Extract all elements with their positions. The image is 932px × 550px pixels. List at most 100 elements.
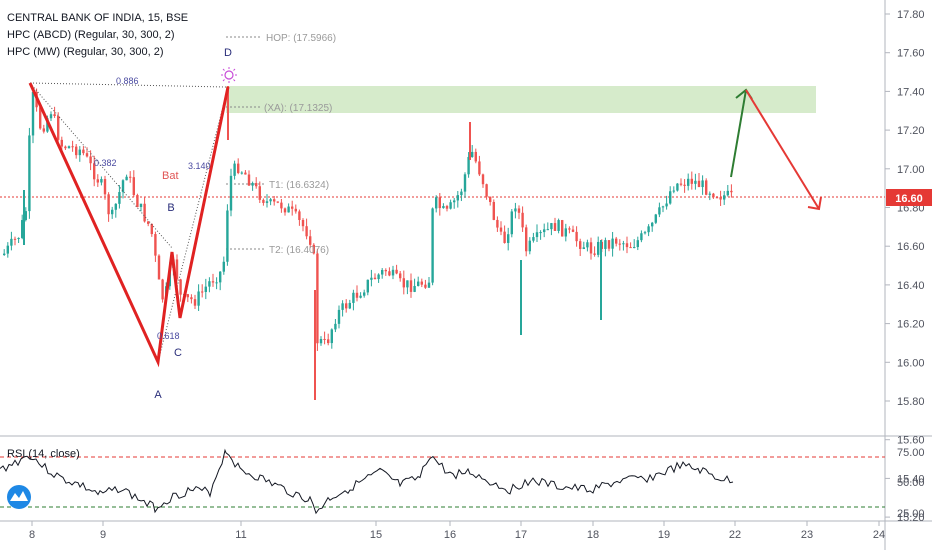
- indicator-mw-label[interactable]: HPC (MW) (Regular, 30, 300, 2): [7, 46, 164, 58]
- time-axis[interactable]: 8 9 11 15 16 17 18 19 22 23 24: [29, 521, 885, 541]
- price-tick-label: 17.20: [897, 125, 925, 137]
- candle-body: [571, 229, 575, 232]
- candle-body: [251, 183, 254, 186]
- candle-body: [503, 231, 506, 243]
- price-tick-label: 16.00: [897, 357, 925, 369]
- candle-body: [269, 199, 272, 202]
- candle-body: [78, 149, 81, 156]
- candle-body: [96, 179, 99, 183]
- point-c-label: C: [174, 347, 182, 359]
- candle-body: [391, 269, 395, 276]
- candle-body: [507, 234, 510, 243]
- candle-body: [726, 190, 729, 196]
- xa-zone: [226, 86, 816, 113]
- rsi-label[interactable]: RSI (14, close): [7, 448, 80, 460]
- candle-body: [618, 243, 621, 245]
- candle-body: [319, 338, 323, 344]
- candle-body: [17, 237, 20, 240]
- candle-body: [528, 240, 531, 252]
- price-tick-label: 15.60: [897, 435, 925, 447]
- candle-body: [258, 186, 261, 200]
- candle-body: [111, 209, 114, 215]
- candle-body: [348, 302, 351, 309]
- candle-body: [330, 329, 333, 344]
- candles-group: [3, 86, 733, 400]
- candle-body: [510, 211, 513, 235]
- candle-body: [373, 277, 377, 280]
- candle-body: [298, 211, 301, 220]
- candle-body: [607, 240, 611, 249]
- point-a-label: A: [154, 389, 162, 401]
- candle-body: [388, 271, 391, 276]
- candle-body: [363, 292, 366, 296]
- candle-body: [197, 291, 200, 306]
- rsi-axis[interactable]: 75.00 50.00 25.00: [897, 447, 925, 520]
- candle-body: [193, 299, 197, 306]
- candle-body: [262, 199, 265, 203]
- time-tick-label: 23: [801, 529, 813, 541]
- candle-body: [201, 291, 204, 293]
- candle-body: [708, 193, 711, 195]
- candle-body: [413, 285, 416, 292]
- time-tick-label: 8: [29, 529, 35, 541]
- candle-body: [492, 201, 495, 220]
- indicator-abcd-label[interactable]: HPC (ABCD) (Regular, 30, 300, 2): [7, 29, 175, 41]
- candle-body: [143, 203, 146, 222]
- candle-body: [557, 220, 560, 231]
- candle-body: [309, 236, 312, 245]
- candle-body: [417, 281, 420, 286]
- candle-body: [697, 180, 701, 188]
- candle-body: [589, 242, 593, 254]
- candle-body: [377, 274, 380, 280]
- candle-body: [366, 279, 369, 293]
- candle-body: [327, 339, 330, 344]
- candle-body: [615, 238, 618, 244]
- candle-body: [687, 178, 690, 186]
- candle-body: [154, 234, 157, 256]
- pattern-ad-dotted: [157, 86, 229, 363]
- candle-body: [100, 179, 103, 183]
- candle-body: [647, 226, 650, 233]
- harmonic-pattern: [28, 82, 230, 368]
- candle-body: [701, 180, 704, 188]
- candle-body: [280, 202, 283, 209]
- candle-body: [64, 146, 67, 149]
- candle-body: [139, 203, 143, 208]
- candle-body: [672, 190, 675, 192]
- candle-body: [93, 163, 96, 180]
- candle-body: [132, 177, 135, 196]
- time-tick-label: 17: [515, 529, 527, 541]
- candle-body: [301, 219, 305, 227]
- candle-body: [449, 202, 452, 209]
- candle-body: [121, 180, 125, 193]
- candle-body: [42, 128, 45, 132]
- candle-body: [597, 241, 600, 255]
- xa-label: (XA): (17.1325): [264, 103, 332, 114]
- candle-body: [71, 146, 74, 148]
- rsi-line: [0, 448, 734, 515]
- candle-body: [305, 226, 308, 237]
- projection-down-arrowhead: [807, 196, 822, 211]
- candle-body: [643, 232, 647, 234]
- candle-body: [442, 206, 445, 209]
- candle-body: [730, 190, 733, 193]
- candle-body: [568, 228, 571, 230]
- candle-body: [406, 280, 409, 288]
- candle-body: [323, 338, 326, 340]
- candle-body: [355, 292, 359, 298]
- candle-body: [161, 279, 164, 300]
- time-tick-label: 24: [873, 529, 885, 541]
- candle-body: [427, 282, 431, 288]
- candle-body: [611, 238, 614, 249]
- candle-body: [471, 151, 474, 157]
- candle-body: [129, 176, 132, 178]
- candle-body: [715, 197, 719, 199]
- candle-body: [532, 237, 535, 241]
- candle-body: [179, 279, 182, 295]
- candle-body: [431, 208, 434, 283]
- candle-body: [240, 172, 243, 174]
- brand-logo-icon[interactable]: [7, 485, 31, 509]
- candle-body: [211, 281, 215, 283]
- candle-body: [654, 214, 657, 223]
